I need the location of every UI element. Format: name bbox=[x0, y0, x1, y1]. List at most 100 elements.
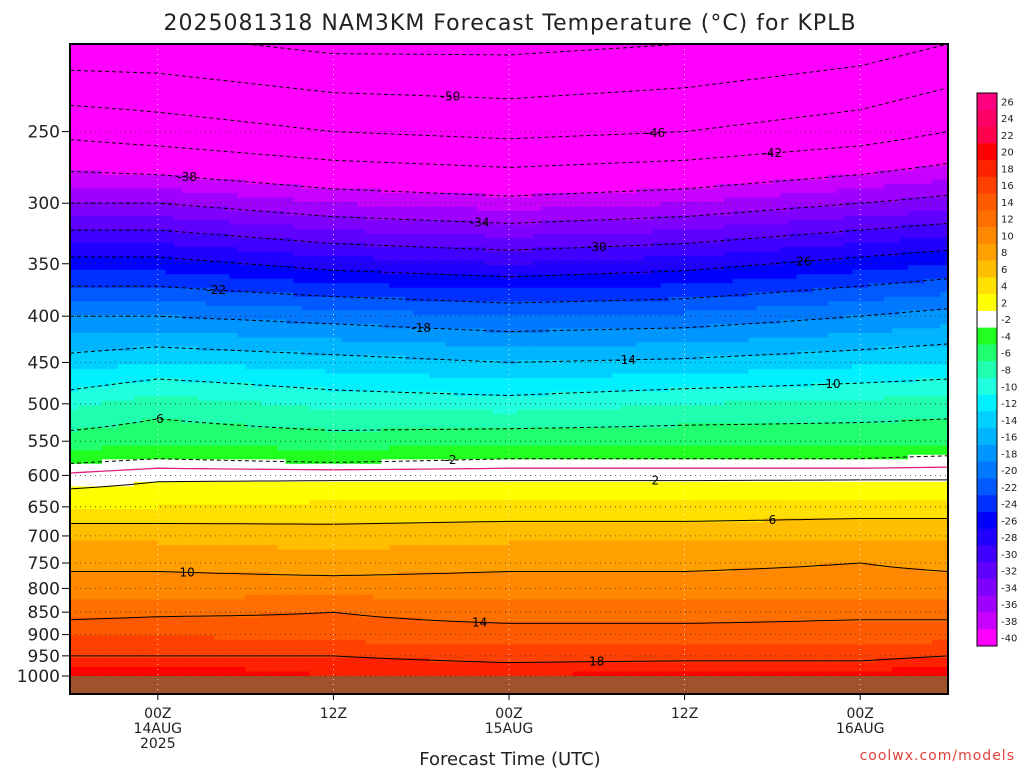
temperature-cell bbox=[173, 441, 183, 447]
temperature-cell bbox=[293, 143, 303, 149]
temperature-cell bbox=[269, 508, 279, 515]
temperature-cell bbox=[269, 364, 279, 370]
temperature-cell bbox=[133, 576, 143, 582]
temperature-cell bbox=[157, 305, 167, 311]
temperature-cell bbox=[293, 62, 303, 68]
temperature-cell bbox=[117, 233, 127, 239]
temperature-cell bbox=[101, 427, 111, 433]
temperature-cell bbox=[141, 156, 151, 162]
temperature-cell bbox=[301, 242, 311, 248]
temperature-cell bbox=[213, 630, 223, 636]
temperature-cell bbox=[349, 224, 358, 230]
temperature-cell bbox=[349, 80, 358, 86]
temperature-cell bbox=[253, 310, 263, 316]
temperature-cell bbox=[221, 549, 231, 555]
temperature-cell bbox=[197, 278, 207, 284]
temperature-cell bbox=[317, 138, 327, 144]
temperature-cell bbox=[181, 278, 191, 284]
temperature-cell bbox=[109, 459, 119, 465]
temperature-cell bbox=[70, 314, 79, 320]
temperature-cell bbox=[133, 382, 143, 388]
temperature-cell bbox=[333, 93, 342, 99]
temperature-cell bbox=[333, 396, 342, 402]
temperature-cell bbox=[109, 188, 119, 194]
temperature-cell bbox=[70, 138, 79, 144]
temperature-cell bbox=[70, 89, 79, 95]
temperature-cell bbox=[165, 116, 175, 122]
temperature-cell bbox=[261, 486, 271, 492]
temperature-cell bbox=[309, 238, 319, 244]
temperature-cell bbox=[237, 581, 247, 587]
temperature-cell bbox=[165, 378, 175, 384]
temperature-cell bbox=[261, 400, 271, 406]
temperature-cell bbox=[277, 192, 287, 199]
temperature-cell bbox=[253, 486, 263, 492]
temperature-cell bbox=[157, 256, 167, 262]
temperature-cell bbox=[181, 301, 191, 307]
temperature-cell bbox=[317, 292, 327, 298]
temperature-cell bbox=[93, 369, 103, 375]
temperature-cell bbox=[109, 463, 119, 469]
temperature-cell bbox=[205, 414, 215, 420]
temperature-cell bbox=[109, 617, 119, 623]
temperature-cell bbox=[101, 373, 111, 379]
temperature-cell bbox=[181, 369, 191, 375]
temperature-cell bbox=[293, 111, 303, 117]
temperature-cell bbox=[117, 147, 127, 153]
temperature-cell bbox=[149, 265, 159, 271]
temperature-cell bbox=[117, 450, 127, 456]
temperature-cell bbox=[285, 57, 295, 63]
temperature-cell bbox=[165, 662, 175, 668]
temperature-cell bbox=[293, 93, 303, 99]
temperature-cell bbox=[261, 242, 271, 248]
temperature-cell bbox=[213, 369, 223, 375]
temperature-cell bbox=[237, 391, 247, 397]
temperature-cell bbox=[205, 518, 215, 524]
temperature-cell bbox=[333, 364, 342, 370]
temperature-cell bbox=[253, 66, 263, 72]
temperature-cell bbox=[253, 508, 263, 515]
temperature-cell bbox=[109, 89, 119, 95]
temperature-cell bbox=[325, 576, 334, 582]
temperature-cell bbox=[261, 265, 271, 271]
temperature-cell bbox=[93, 639, 103, 645]
temperature-cell bbox=[189, 102, 199, 108]
temperature-cell bbox=[253, 247, 263, 253]
temperature-cell bbox=[309, 369, 319, 375]
temperature-cell bbox=[181, 332, 191, 339]
temperature-cell bbox=[221, 536, 231, 542]
temperature-cell bbox=[197, 102, 207, 108]
temperature-cell bbox=[173, 662, 183, 668]
temperature-cell bbox=[189, 111, 199, 117]
temperature-cell bbox=[277, 508, 287, 515]
temperature-cell bbox=[205, 576, 215, 582]
temperature-cell bbox=[237, 563, 247, 569]
temperature-cell bbox=[205, 220, 215, 226]
temperature-cell bbox=[109, 152, 119, 158]
temperature-cell bbox=[341, 608, 350, 614]
temperature-cell bbox=[277, 274, 287, 280]
temperature-cell bbox=[93, 165, 103, 171]
temperature-cell bbox=[277, 454, 287, 460]
temperature-cell bbox=[285, 98, 295, 104]
temperature-cell bbox=[261, 269, 271, 275]
temperature-cell bbox=[70, 179, 79, 185]
temperature-cell bbox=[317, 522, 327, 528]
temperature-cell bbox=[117, 518, 127, 524]
temperature-cell bbox=[341, 369, 350, 375]
temperature-cell bbox=[229, 504, 239, 510]
temperature-cell bbox=[333, 48, 342, 54]
temperature-cell bbox=[237, 576, 247, 582]
temperature-cell bbox=[165, 671, 175, 677]
temperature-cell bbox=[269, 513, 279, 519]
temperature-cell bbox=[245, 93, 255, 99]
temperature-cell bbox=[133, 490, 143, 497]
temperature-cell bbox=[165, 296, 175, 302]
temperature-cell bbox=[349, 179, 358, 185]
temperature-cell bbox=[85, 639, 95, 645]
temperature-cell bbox=[253, 328, 263, 334]
temperature-cell bbox=[93, 558, 103, 564]
temperature-cell bbox=[149, 486, 159, 492]
temperature-cell bbox=[189, 174, 199, 181]
temperature-cell bbox=[245, 472, 255, 478]
